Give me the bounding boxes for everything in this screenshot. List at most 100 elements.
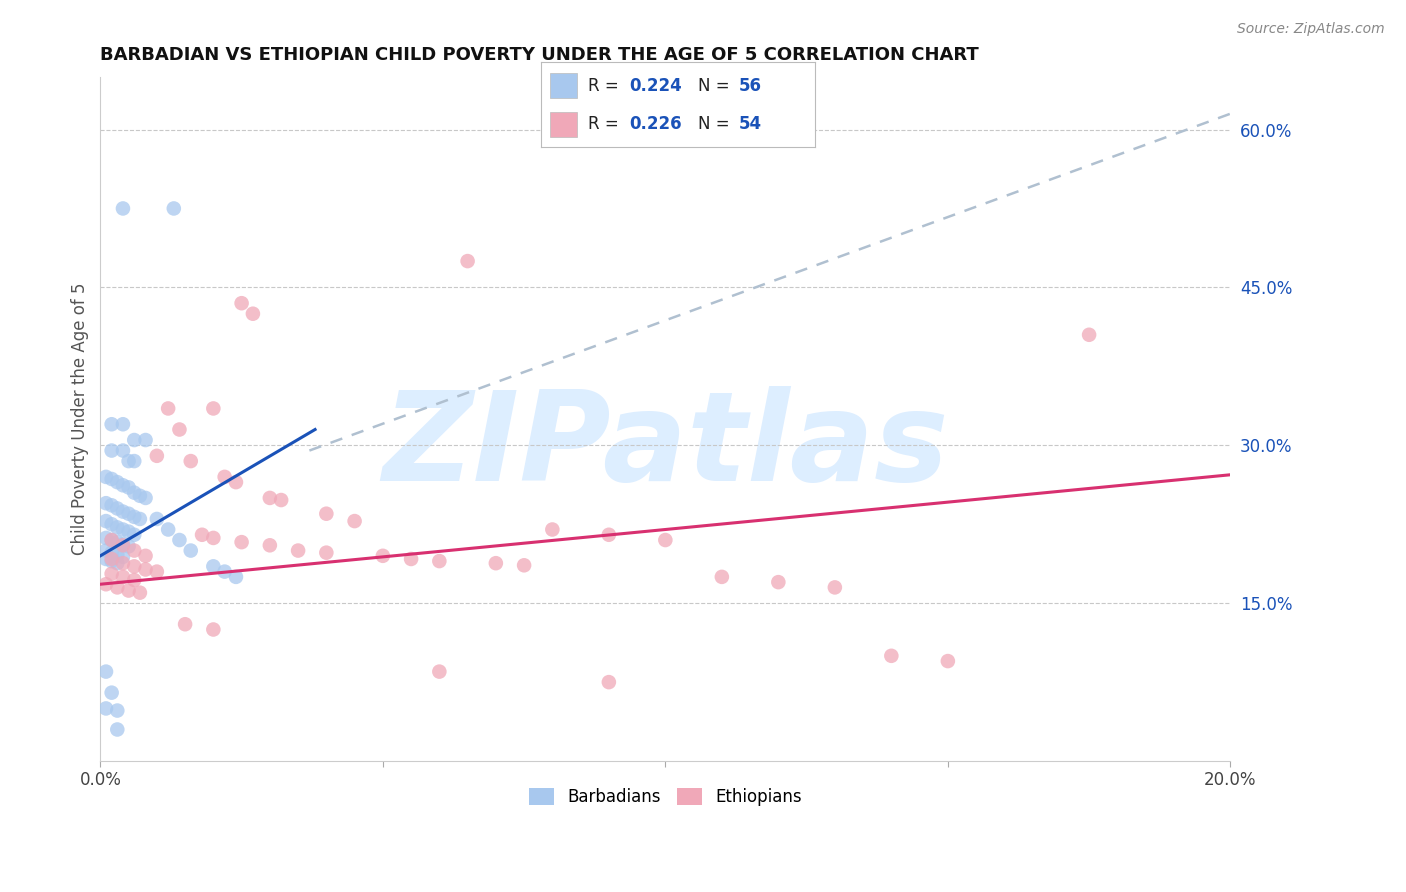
Point <box>105 581 128 595</box>
Point <box>135 562 157 576</box>
Point <box>598 528 620 542</box>
Point <box>146 512 169 526</box>
Point <box>315 546 337 560</box>
Point <box>111 538 134 552</box>
Point <box>343 514 366 528</box>
Point <box>111 417 134 432</box>
Point <box>122 485 145 500</box>
Point <box>105 548 128 562</box>
Point <box>169 423 191 437</box>
Point <box>180 454 202 468</box>
Point <box>146 449 169 463</box>
Point <box>94 496 117 510</box>
Text: 0.224: 0.224 <box>628 77 682 95</box>
Point <box>287 543 309 558</box>
Point <box>94 701 117 715</box>
Point <box>105 501 128 516</box>
Point <box>146 565 169 579</box>
Legend: Barbadians, Ethiopians: Barbadians, Ethiopians <box>520 780 810 814</box>
Point <box>100 686 122 700</box>
Point <box>202 401 225 416</box>
Bar <box>550 72 576 98</box>
Point <box>111 505 134 519</box>
Point <box>214 470 236 484</box>
Point <box>824 581 846 595</box>
Text: 56: 56 <box>738 77 762 95</box>
Point <box>111 478 134 492</box>
Point <box>105 535 128 549</box>
Point <box>100 546 122 560</box>
Text: 54: 54 <box>738 115 762 133</box>
Point <box>117 480 139 494</box>
Point <box>163 202 186 216</box>
Point <box>231 296 253 310</box>
Point <box>654 533 676 547</box>
Point <box>94 543 117 558</box>
Point <box>157 523 180 537</box>
Point <box>259 491 281 505</box>
Point <box>174 617 197 632</box>
Point <box>202 623 225 637</box>
Point <box>117 524 139 539</box>
Point <box>169 533 191 547</box>
Point <box>100 517 122 532</box>
Text: BARBADIAN VS ETHIOPIAN CHILD POVERTY UNDER THE AGE OF 5 CORRELATION CHART: BARBADIAN VS ETHIOPIAN CHILD POVERTY UND… <box>100 46 979 64</box>
Point <box>100 533 122 547</box>
Point <box>457 254 479 268</box>
Point <box>94 665 117 679</box>
Point <box>135 433 157 447</box>
Point <box>202 559 225 574</box>
Point <box>157 401 180 416</box>
Point <box>191 528 214 542</box>
Point <box>214 565 236 579</box>
Point <box>122 559 145 574</box>
Point <box>117 583 139 598</box>
Point <box>105 704 128 718</box>
Point <box>94 470 117 484</box>
Bar <box>550 112 576 137</box>
Point <box>768 575 790 590</box>
Point <box>117 507 139 521</box>
Point <box>100 417 122 432</box>
Point <box>100 566 122 581</box>
Point <box>100 472 122 486</box>
Point <box>202 531 225 545</box>
Point <box>371 549 394 563</box>
Point <box>100 554 122 568</box>
Point <box>94 531 117 545</box>
Point <box>710 570 733 584</box>
Point <box>122 433 145 447</box>
Point <box>100 443 122 458</box>
Text: 0.226: 0.226 <box>628 115 682 133</box>
Point <box>270 493 292 508</box>
Y-axis label: Child Poverty Under the Age of 5: Child Poverty Under the Age of 5 <box>72 283 89 555</box>
Point <box>111 202 134 216</box>
Point <box>122 454 145 468</box>
Point <box>111 443 134 458</box>
Point <box>111 556 134 570</box>
Point <box>111 523 134 537</box>
Point <box>105 556 128 570</box>
Point <box>541 523 564 537</box>
Point <box>117 454 139 468</box>
Point <box>880 648 903 663</box>
Point <box>231 535 253 549</box>
Point <box>427 554 450 568</box>
Point <box>122 573 145 587</box>
Point <box>111 570 134 584</box>
Text: R =: R = <box>588 77 624 95</box>
Point <box>94 552 117 566</box>
Point <box>122 528 145 542</box>
Point <box>135 491 157 505</box>
Text: Source: ZipAtlas.com: Source: ZipAtlas.com <box>1237 22 1385 37</box>
Point <box>122 509 145 524</box>
Point <box>129 585 152 599</box>
Point <box>100 533 122 547</box>
Point <box>1078 327 1101 342</box>
Point <box>225 475 247 490</box>
Point <box>105 520 128 534</box>
Text: ZIPatlas: ZIPatlas <box>382 386 949 507</box>
Point <box>598 675 620 690</box>
Point <box>94 577 117 591</box>
Point <box>117 539 139 553</box>
